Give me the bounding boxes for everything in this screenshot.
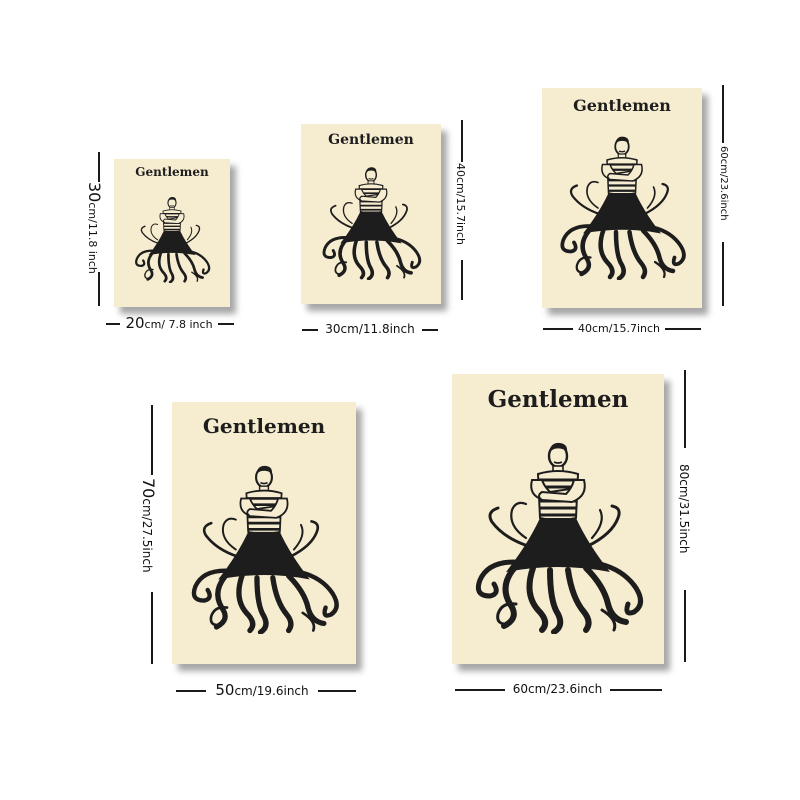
poster-20x30: Gentlemen [114,159,230,307]
height-units: cm/27.5inch [140,498,154,573]
octopus-gentleman-illustration [172,458,356,634]
height-label: 30cm/11.8 inch [85,182,104,274]
height-dimension-line [722,242,724,306]
width-dimension-line [106,323,120,325]
poster-title: Gentlemen [202,414,326,438]
octopus-gentleman-illustration [452,434,664,634]
width-dimension-line [455,689,505,691]
height-label: 70cm/27.5inch [139,478,158,573]
poster-30x40: Gentlemen [301,124,441,304]
height-dimension-line [722,85,724,143]
octopus-gentleman-illustration [114,193,230,283]
height-text: 80cm/31.5inch [677,464,691,554]
width-dimension-line [176,690,206,692]
width-dimension-line [543,328,573,330]
poster-60x80: Gentlemen [452,374,664,664]
octopus-gentleman-illustration [542,130,702,280]
height-dimension-line [151,592,153,664]
height-dimension-line [684,370,686,448]
width-dimension-line [302,329,318,331]
width-dimension-line [610,689,662,691]
width-dimension-line [318,690,356,692]
octopus-gentleman-illustration [301,162,441,280]
poster-50x70: Gentlemen [172,402,356,664]
poster-title: Gentlemen [573,96,671,115]
height-label: 60cm/23.6inch [718,146,729,221]
height-number: 70 [139,478,158,499]
height-dimension-line [684,590,686,662]
height-text: 60cm/23.6inch [718,146,729,221]
height-dimension-line [461,120,463,162]
height-label: 40cm/15.7inch [454,163,467,245]
width-label: 60cm/23.6inch [505,682,610,696]
width-number: 50 [215,681,235,699]
height-dimension-line [461,260,463,300]
poster-title: Gentlemen [135,165,209,179]
width-text: 40cm/15.7inch [577,322,660,335]
height-text: 40cm/15.7inch [454,163,467,246]
width-units: cm/ 7.8 inch [144,318,213,331]
height-units: cm/11.8 inch [86,202,99,274]
width-label: 20cm/ 7.8 inch [120,313,218,332]
width-dimension-line [218,323,234,325]
poster-title: Gentlemen [328,132,414,148]
width-units: cm/19.6inch [234,684,309,698]
width-number: 20 [125,314,145,332]
width-text: 30cm/11.8inch [325,322,415,336]
width-text: 60cm/23.6inch [512,682,603,696]
width-dimension-line [665,328,701,330]
height-label: 80cm/31.5inch [677,464,691,553]
height-dimension-line [151,405,153,475]
height-dimension-line [98,272,100,306]
height-number: 30 [85,182,104,203]
height-dimension-line [98,152,100,182]
poster-title: Gentlemen [487,386,629,413]
width-label: 30cm/11.8inch [318,322,422,336]
width-label: 50cm/19.6inch [206,680,318,699]
width-label: 40cm/15.7inch [573,322,665,335]
poster-40x60: Gentlemen [542,88,702,308]
width-dimension-line [422,329,438,331]
